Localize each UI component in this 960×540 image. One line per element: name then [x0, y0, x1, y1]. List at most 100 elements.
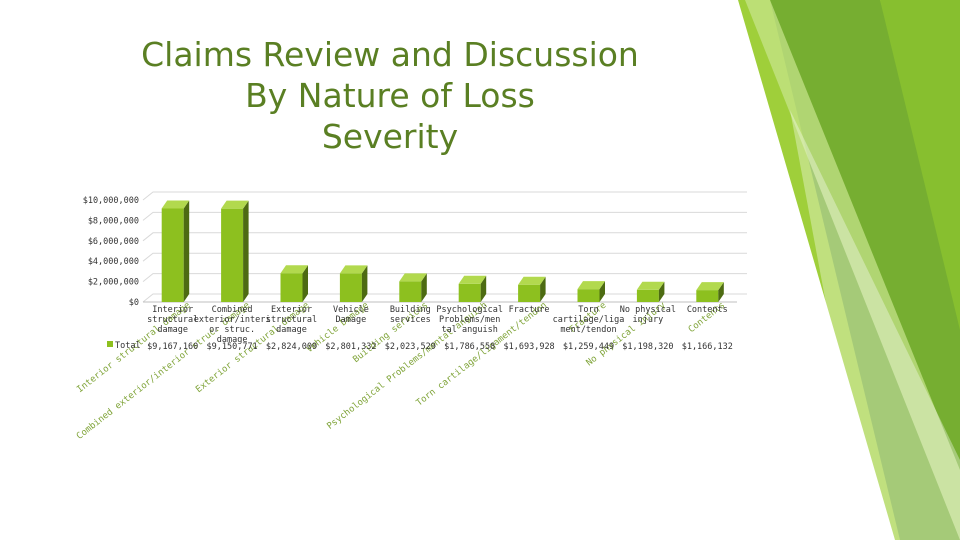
bar-top: [636, 281, 665, 290]
bar-front: [577, 289, 600, 302]
category-label: Damage: [336, 315, 367, 325]
y-tick-label: $6,000,000: [88, 237, 139, 247]
bar-front: [339, 273, 362, 302]
legend-key: [107, 341, 113, 347]
bar-front: [221, 208, 244, 302]
value-label: $2,023,529: [385, 342, 436, 352]
bar: [161, 200, 190, 302]
category-label: structural: [147, 315, 198, 325]
category-label: structural: [266, 315, 317, 325]
bar-side: [243, 200, 249, 302]
category-label: cartilage/liga: [553, 315, 625, 325]
title-line-2: By Nature of Loss: [245, 76, 535, 115]
category-label: or struc.: [209, 325, 255, 335]
bar-side: [658, 281, 665, 302]
category-label: Building: [390, 305, 431, 315]
bar: [399, 273, 427, 302]
category-label: ment/tendon: [560, 325, 616, 335]
category-label: injury: [633, 315, 664, 325]
bar-side: [540, 276, 546, 302]
bar-top: [221, 200, 249, 209]
category-label: damage: [217, 335, 248, 345]
deco-shape-stripe: [745, 0, 960, 540]
category-label: Contents: [687, 305, 728, 315]
y-tick-label: $2,000,000: [88, 278, 139, 288]
value-label: $1,693,928: [504, 342, 555, 352]
page-title: Claims Review and Discussion By Nature o…: [100, 34, 680, 157]
bar-side: [302, 265, 308, 302]
bar-top: [280, 265, 308, 274]
bar: [458, 275, 487, 302]
bar-top: [696, 282, 724, 291]
bar-top: [161, 200, 190, 209]
bar-top: [399, 273, 427, 282]
bar: [280, 265, 308, 302]
deco-shape-light: [790, 110, 960, 540]
gridline: [142, 252, 747, 262]
value-label: $1,786,558: [444, 342, 495, 352]
category-label: Combined: [212, 305, 253, 315]
bar: [339, 265, 368, 302]
category-label: exterior/interi: [194, 315, 271, 325]
bar-side: [480, 275, 487, 302]
value-label: $2,824,009: [266, 342, 317, 352]
bar-front: [696, 290, 719, 302]
category-label: No physical: [620, 305, 676, 315]
category-label: services: [390, 315, 431, 325]
category-label: tal anguish: [442, 325, 498, 335]
gridline: [142, 211, 747, 221]
bar-side: [718, 282, 724, 302]
bar: [221, 200, 249, 302]
deco-blank: [0, 365, 140, 540]
data-table: Interiorstructuraldamage$9,167,160Combin…: [107, 305, 733, 352]
bar-side: [599, 281, 605, 302]
y-axis-ticks: $10,000,000 $8,000,000 $6,000,000 $4,000,00…: [83, 196, 139, 308]
bar: [518, 276, 546, 302]
bar: [577, 281, 605, 302]
title-line-1: Claims Review and Discussion: [141, 35, 639, 74]
y-tick-label: $8,000,000: [88, 216, 139, 226]
y-tick-label: $4,000,000: [88, 257, 139, 267]
bar-front: [458, 283, 481, 302]
bar: [696, 282, 724, 302]
value-label: $9,167,160: [147, 342, 198, 352]
value-label: $9,150,771: [207, 342, 258, 352]
legend-label: Total: [115, 341, 141, 351]
category-label: Psychological: [436, 305, 503, 315]
y-tick-label: $10,000,000: [83, 196, 139, 206]
gridline: [142, 273, 747, 282]
category-label: damage: [157, 325, 188, 335]
bar: [636, 281, 665, 302]
category-label: damage: [276, 325, 307, 335]
bar-top: [339, 265, 368, 274]
value-label: $1,198,320: [622, 342, 673, 352]
category-label: Interior: [152, 305, 193, 315]
value-label: $1,166,132: [682, 342, 733, 352]
bar-top: [458, 275, 487, 284]
bars: [161, 200, 724, 302]
bar-top: [518, 276, 546, 285]
deco-shape-top: [880, 0, 960, 330]
gridline: [142, 191, 747, 201]
bar-front: [280, 273, 303, 302]
bar-front: [161, 208, 184, 302]
value-label: $2,801,332: [325, 342, 376, 352]
bar-front: [518, 284, 541, 302]
gridline: [142, 293, 747, 303]
bar-side: [421, 273, 427, 302]
bar-front: [636, 289, 659, 302]
category-label: Torn: [578, 305, 598, 315]
bar-top: [577, 281, 605, 290]
y-tick-label: $0: [129, 298, 139, 308]
bar-side: [361, 265, 368, 302]
gridline: [142, 232, 747, 242]
category-label: Problems/men: [439, 315, 500, 325]
bar-front: [399, 281, 422, 302]
bar-side: [183, 200, 190, 302]
category-label: Vehicle: [333, 305, 369, 315]
title-line-3: Severity: [321, 117, 459, 156]
category-label: Exterior: [271, 305, 312, 315]
value-label: $1,259,449: [563, 342, 614, 352]
